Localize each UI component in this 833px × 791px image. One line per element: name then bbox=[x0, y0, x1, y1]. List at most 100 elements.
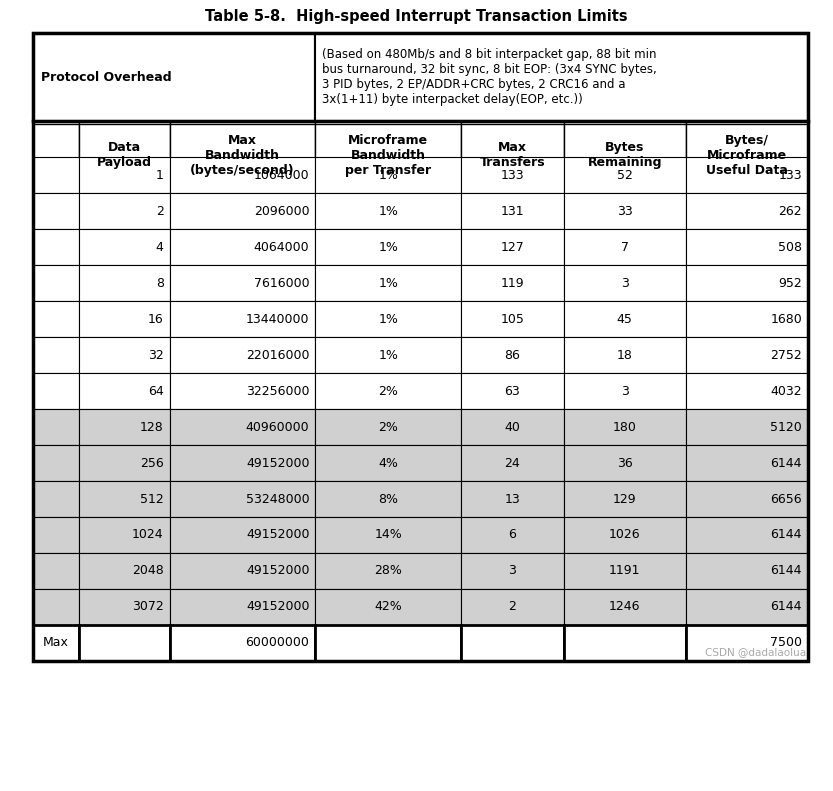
Text: 129: 129 bbox=[613, 493, 636, 505]
Bar bbox=[316, 445, 461, 481]
Text: 7616000: 7616000 bbox=[254, 277, 309, 290]
Bar bbox=[316, 33, 808, 121]
Bar bbox=[170, 121, 316, 189]
Bar bbox=[170, 553, 316, 589]
Text: 1%: 1% bbox=[378, 240, 398, 253]
Bar bbox=[564, 121, 686, 189]
Bar bbox=[461, 553, 564, 589]
Bar bbox=[564, 229, 686, 265]
Text: 2096000: 2096000 bbox=[254, 205, 309, 218]
Bar bbox=[33, 301, 79, 337]
Text: 49152000: 49152000 bbox=[246, 528, 309, 542]
Bar bbox=[686, 445, 808, 481]
Bar bbox=[564, 193, 686, 229]
Bar bbox=[686, 121, 808, 189]
Text: 49152000: 49152000 bbox=[246, 456, 309, 470]
Bar bbox=[316, 157, 461, 193]
Bar bbox=[79, 481, 170, 517]
Bar bbox=[686, 553, 808, 589]
Bar bbox=[79, 553, 170, 589]
Bar bbox=[461, 157, 564, 193]
Bar bbox=[564, 445, 686, 481]
Bar bbox=[686, 229, 808, 265]
Bar bbox=[316, 121, 461, 189]
Bar bbox=[33, 193, 79, 229]
Bar bbox=[33, 625, 79, 661]
Bar bbox=[79, 265, 170, 301]
Bar bbox=[461, 301, 564, 337]
Text: 1%: 1% bbox=[378, 277, 398, 290]
Text: 4%: 4% bbox=[378, 456, 398, 470]
Bar bbox=[170, 337, 316, 373]
Bar bbox=[79, 373, 170, 409]
Text: 1: 1 bbox=[156, 168, 163, 181]
Bar bbox=[316, 409, 461, 445]
Text: 1246: 1246 bbox=[609, 600, 641, 614]
Bar bbox=[564, 553, 686, 589]
Bar bbox=[170, 481, 316, 517]
Text: 2: 2 bbox=[508, 600, 516, 614]
Bar bbox=[33, 33, 808, 661]
Bar bbox=[686, 409, 808, 445]
Text: 40: 40 bbox=[505, 421, 521, 433]
Bar bbox=[79, 193, 170, 229]
Text: 7: 7 bbox=[621, 240, 629, 253]
Bar bbox=[170, 589, 316, 625]
Text: 128: 128 bbox=[140, 421, 163, 433]
Text: 45: 45 bbox=[616, 312, 633, 326]
Text: 1191: 1191 bbox=[609, 565, 641, 577]
Text: 508: 508 bbox=[778, 240, 802, 253]
Text: 40960000: 40960000 bbox=[246, 421, 309, 433]
Text: 2752: 2752 bbox=[771, 349, 802, 361]
Bar bbox=[564, 409, 686, 445]
Text: Max: Max bbox=[43, 637, 69, 649]
Bar bbox=[33, 157, 79, 193]
Text: 133: 133 bbox=[778, 168, 802, 181]
Bar bbox=[461, 517, 564, 553]
Text: 262: 262 bbox=[778, 205, 802, 218]
Bar bbox=[79, 157, 170, 193]
Bar bbox=[461, 445, 564, 481]
Bar bbox=[686, 481, 808, 517]
Bar bbox=[316, 337, 461, 373]
Bar bbox=[461, 373, 564, 409]
Text: 7500: 7500 bbox=[770, 637, 802, 649]
Text: 33: 33 bbox=[617, 205, 632, 218]
Bar bbox=[686, 517, 808, 553]
Bar bbox=[79, 229, 170, 265]
Bar bbox=[461, 337, 564, 373]
Text: Max
Transfers: Max Transfers bbox=[480, 141, 546, 169]
Text: 1026: 1026 bbox=[609, 528, 641, 542]
Bar bbox=[564, 337, 686, 373]
Text: 14%: 14% bbox=[375, 528, 402, 542]
Text: Bytes/
Microframe
Useful Data: Bytes/ Microframe Useful Data bbox=[706, 134, 788, 176]
Text: 2: 2 bbox=[156, 205, 163, 218]
Bar bbox=[170, 373, 316, 409]
Text: 1024: 1024 bbox=[132, 528, 163, 542]
Text: (Based on 480Mb/s and 8 bit interpacket gap, 88 bit min
bus turnaround, 32 bit s: (Based on 480Mb/s and 8 bit interpacket … bbox=[322, 48, 657, 106]
Bar bbox=[33, 265, 79, 301]
Text: 6: 6 bbox=[508, 528, 516, 542]
Text: 3: 3 bbox=[621, 277, 629, 290]
Bar bbox=[79, 517, 170, 553]
Bar bbox=[564, 373, 686, 409]
Bar bbox=[316, 553, 461, 589]
Text: 131: 131 bbox=[501, 205, 524, 218]
Text: 13: 13 bbox=[505, 493, 521, 505]
Text: 6144: 6144 bbox=[771, 456, 802, 470]
Bar bbox=[564, 589, 686, 625]
Bar bbox=[316, 193, 461, 229]
Text: 105: 105 bbox=[501, 312, 525, 326]
Bar bbox=[170, 229, 316, 265]
Bar bbox=[79, 445, 170, 481]
Bar bbox=[461, 481, 564, 517]
Bar bbox=[564, 517, 686, 553]
Text: 49152000: 49152000 bbox=[246, 565, 309, 577]
Bar bbox=[461, 265, 564, 301]
Bar bbox=[686, 157, 808, 193]
Bar bbox=[686, 301, 808, 337]
Bar bbox=[33, 229, 79, 265]
Bar bbox=[564, 157, 686, 193]
Bar bbox=[33, 121, 79, 189]
Bar bbox=[316, 589, 461, 625]
